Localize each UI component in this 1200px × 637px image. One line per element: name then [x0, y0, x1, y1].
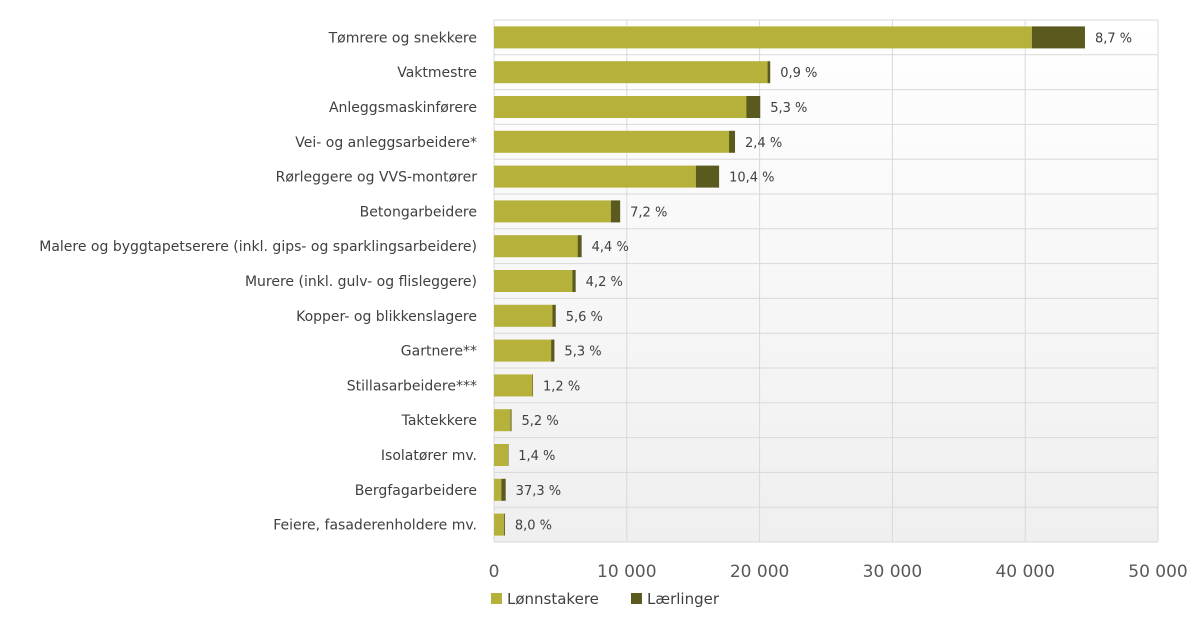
percent-label: 8,0 % [515, 519, 552, 534]
legend-label: Lærlinger [647, 590, 720, 608]
percent-label: 37,3 % [516, 484, 561, 499]
bar-laerlinger [507, 444, 509, 466]
category-label: Vei- og anleggsarbeidere* [295, 135, 477, 151]
bar-laerlinger [746, 96, 761, 118]
bar-lonnstakere [494, 26, 1032, 49]
category-label: Taktekkere [401, 413, 477, 429]
bar-laerlinger [572, 270, 576, 292]
category-label: Murere (inkl. gulv- og flisleggere) [245, 274, 477, 290]
bars: 8,7 % 0,9 % 5,3 % 2,4 % 10,4 % 7,2 % 4,4 % 4,2 … [494, 26, 1132, 536]
bar-laerlinger [695, 165, 720, 188]
percent-label: 5,6 % [566, 310, 603, 325]
percent-label: 0,9 % [780, 66, 817, 81]
category-label: Isolatører mv. [381, 448, 477, 464]
bar-laerlinger [503, 513, 505, 536]
bar-laerlinger [552, 304, 556, 327]
bar-laerlinger [551, 339, 555, 362]
bar-lonnstakere [494, 96, 747, 118]
bar-laerlinger [1031, 26, 1085, 49]
category-label: Stillasarbeidere*** [347, 378, 477, 394]
bar-laerlinger [501, 478, 506, 501]
legend-label: Lønnstakere [507, 590, 599, 608]
legend: Lønnstakere Lærlinger [491, 590, 720, 608]
bar-laerlinger [610, 200, 621, 223]
percent-label: 4,2 % [586, 275, 623, 290]
percent-label: 5,2 % [522, 414, 559, 429]
x-axis-ticks: 0 10 000 20 000 30 000 40 000 50 000 [489, 562, 1188, 582]
bar-lonnstakere [494, 235, 578, 258]
legend-swatch-lonnstakere [491, 593, 502, 604]
x-tick-label: 10 000 [597, 562, 656, 582]
category-labels: Tømrere og snekkere Vaktmestre Anleggsmask… [39, 30, 477, 533]
x-tick-label: 0 [489, 562, 500, 582]
bar-lonnstakere [494, 339, 552, 362]
bar-lonnstakere [494, 409, 511, 432]
legend-swatch-laerlinger [631, 593, 642, 604]
x-tick-label: 50 000 [1128, 562, 1187, 582]
bar-laerlinger [767, 61, 771, 84]
percent-label: 10,4 % [729, 171, 774, 186]
category-label: Vaktmestre [397, 65, 477, 81]
percent-label: 4,4 % [592, 240, 629, 255]
bar-laerlinger [510, 409, 512, 432]
percent-label: 1,2 % [543, 379, 580, 394]
percent-label: 5,3 % [770, 101, 807, 116]
bar-laerlinger [532, 374, 534, 397]
x-tick-label: 30 000 [863, 562, 922, 582]
category-label: Gartnere** [401, 344, 477, 360]
bar-lonnstakere [494, 130, 730, 153]
bar-lonnstakere [494, 270, 573, 292]
bar-laerlinger [729, 130, 736, 153]
percent-label: 8,7 % [1095, 31, 1132, 46]
bar-lonnstakere [494, 61, 768, 84]
bar-lonnstakere [494, 478, 502, 501]
bar-laerlinger [577, 235, 582, 258]
bar-lonnstakere [494, 374, 533, 397]
percent-label: 1,4 % [518, 449, 555, 464]
x-tick-label: 20 000 [730, 562, 789, 582]
bar-lonnstakere [494, 513, 504, 536]
percent-label: 2,4 % [745, 136, 782, 151]
category-label: Kopper- og blikkenslagere [296, 309, 477, 325]
category-label: Tømrere og snekkere [328, 30, 477, 46]
category-label: Feiere, fasaderenholdere mv. [273, 518, 477, 534]
category-label: Bergfagarbeidere [355, 483, 477, 499]
x-tick-label: 40 000 [995, 562, 1054, 582]
percent-label: 7,2 % [630, 205, 667, 220]
bar-lonnstakere [494, 165, 696, 188]
category-label: Malere og byggtapetserere (inkl. gips- o… [39, 239, 477, 255]
category-label: Betongarbeidere [360, 204, 477, 220]
category-label: Anleggsmaskinførere [329, 100, 477, 116]
bar-lonnstakere [494, 200, 611, 223]
bar-lonnstakere [494, 444, 508, 466]
bar-lonnstakere [494, 304, 553, 327]
percent-label: 5,3 % [564, 345, 601, 360]
category-label: Rørleggere og VVS-montører [276, 170, 478, 186]
